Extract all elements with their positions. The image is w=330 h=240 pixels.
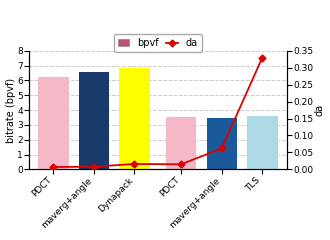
Bar [79, 72, 109, 169]
Bar [38, 78, 69, 169]
Bar [247, 116, 278, 169]
Bar [166, 117, 196, 169]
Legend: bpvf, da: bpvf, da [114, 34, 202, 52]
Bar [207, 118, 237, 169]
Y-axis label: da: da [314, 104, 324, 116]
Y-axis label: bitrate (bpvf): bitrate (bpvf) [6, 78, 16, 143]
Bar [119, 68, 150, 169]
